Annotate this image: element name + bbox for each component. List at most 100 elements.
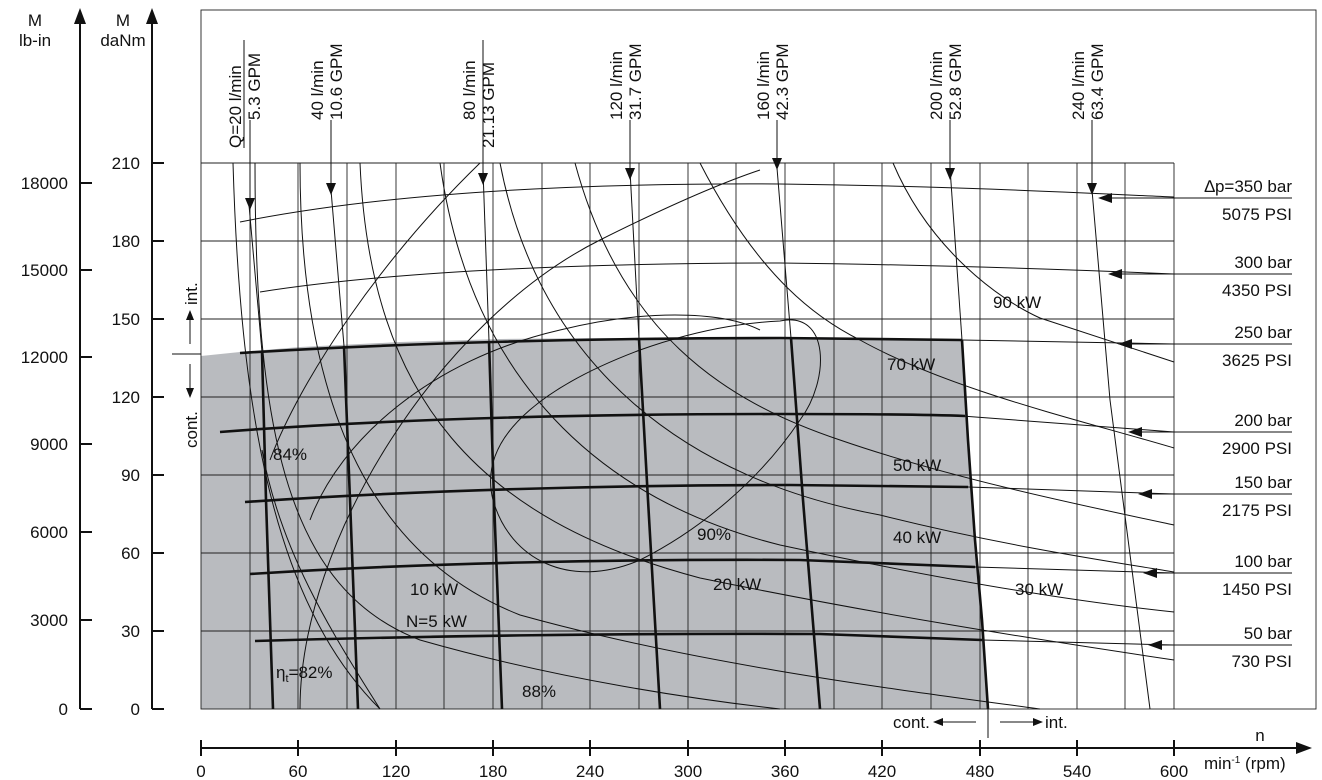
flow-gpm-label: 5.3 GPM	[245, 53, 264, 120]
rpm-axis-title: n	[1255, 726, 1264, 745]
lbin-tick-label: 6000	[30, 523, 68, 542]
pressure-curves-thin	[239, 183, 1175, 646]
pressure-200-ext	[961, 415, 1175, 433]
danm-title-m: M	[116, 11, 130, 30]
efficiency-84-lower	[261, 449, 381, 710]
power-label-30kw: 30 kW	[1015, 580, 1063, 599]
efficiency-82-curve	[232, 162, 381, 710]
rpm-tick-label: 300	[674, 762, 702, 780]
flow-gpm-label: 63.4 GPM	[1088, 43, 1107, 120]
efficiency-label-90: 90%	[697, 525, 731, 544]
rpm-tick-label: 540	[1063, 762, 1091, 780]
flow-lmin-label: 160 l/min	[754, 51, 773, 120]
power-label-5kw: N=5 kW	[406, 612, 467, 631]
rpm-axis-arrow	[1296, 742, 1312, 754]
flow-gpm-label: 10.6 GPM	[327, 43, 346, 120]
pressure-arrow	[1118, 339, 1132, 349]
efficiency-84-contour	[269, 162, 481, 461]
flow-160-bold	[789, 337, 822, 710]
flow-curves-bold	[260, 337, 990, 710]
flow-arrow	[326, 183, 336, 195]
flow-curves-thin	[248, 167, 1151, 710]
power-label-70kw: 70 kW	[887, 355, 935, 374]
cont-label-bottom: cont.	[893, 713, 930, 732]
pressure-psi-label: 730 PSI	[1232, 652, 1293, 671]
pressure-100-bold	[249, 558, 976, 576]
pressure-arrow	[1148, 640, 1162, 650]
pressure-bar-label: 300 bar	[1234, 253, 1292, 272]
pressure-arrow	[1108, 269, 1122, 279]
pressure-psi-label: 2900 PSI	[1222, 439, 1292, 458]
flow-80-bold	[487, 340, 504, 710]
int-cont-marker-bottom	[933, 709, 1043, 738]
efficiency-label-84: 84%	[273, 445, 307, 464]
int-label-bottom: int.	[1045, 713, 1068, 732]
pressure-psi-label: 1450 PSI	[1222, 580, 1292, 599]
danm-tick-label: 180	[112, 232, 140, 251]
lbin-axis-arrow	[74, 8, 86, 24]
power-curve-50kw	[574, 162, 1175, 526]
power-label-10kw: 10 kW	[410, 580, 458, 599]
pressure-psi-label: 5075 PSI	[1222, 205, 1292, 224]
flow-label-group: Q=20 l/min 5.3 GPM 40 l/min 10.6 GPM 80 …	[226, 40, 1107, 210]
pressure-arrow	[1098, 193, 1112, 203]
pressure-psi-label: 2175 PSI	[1222, 501, 1292, 520]
flow-lmin-label: 120 l/min	[607, 51, 626, 120]
pressure-arrow	[1143, 568, 1157, 578]
flow-20-bold	[260, 351, 275, 710]
danm-axis-arrow	[146, 8, 158, 24]
danm-tick-label: 210	[112, 154, 140, 173]
lbin-tick-label: 18000	[21, 174, 68, 193]
flow-200-thin	[949, 167, 963, 341]
power-label-90kw: 90 kW	[993, 293, 1041, 312]
pressure-50-bold	[254, 632, 983, 643]
pressure-300-curve	[259, 262, 1175, 293]
rpm-axis-unit: min-1 (rpm)	[1204, 754, 1286, 773]
efficiency-label-group: 84% 90% 88% ηt=82%	[273, 445, 731, 701]
flow-lmin-label: Q=20 l/min	[226, 65, 245, 148]
int-label-left: int.	[182, 282, 201, 305]
rpm-tick-label: 600	[1160, 762, 1188, 780]
power-curve-90kw	[892, 162, 1175, 363]
lbin-tick-label: 0	[59, 700, 68, 719]
power-curve-5kw	[254, 162, 781, 710]
power-label-20kw: 20 kW	[713, 575, 761, 594]
flow-160-thin	[776, 167, 792, 339]
left-axes	[74, 8, 164, 710]
flow-gpm-label: 52.8 GPM	[946, 43, 965, 120]
pressure-arrow	[1128, 427, 1142, 437]
pressure-200-bold	[219, 412, 966, 434]
flow-lmin-label: 240 l/min	[1069, 51, 1088, 120]
flow-gpm-label: 31.7 GPM	[626, 43, 645, 120]
flow-arrow	[245, 198, 255, 210]
lbin-tick-label: 9000	[30, 435, 68, 454]
danm-tick-label: 60	[121, 544, 140, 563]
rpm-tick-label: 240	[576, 762, 604, 780]
pressure-250-bold	[239, 336, 963, 355]
pressure-100-ext	[974, 566, 1175, 574]
flow-lmin-label: 80 l/min	[460, 60, 479, 120]
pressure-bar-label: 200 bar	[1234, 411, 1292, 430]
power-label-50kw: 50 kW	[893, 456, 941, 475]
power-curve-30kw	[439, 162, 1175, 613]
flow-80-thin	[482, 169, 490, 342]
flow-arrow	[478, 173, 488, 185]
danm-tick-label: 30	[121, 622, 140, 641]
power-curves	[232, 162, 1175, 710]
flow-lmin-label: 40 l/min	[308, 60, 327, 120]
power-curve-20kw	[359, 162, 1175, 661]
lbin-title-unit: lb-in	[19, 31, 51, 50]
power-label-group: 90 kW 70 kW 50 kW 40 kW 30 kW 20 kW 10 k…	[406, 293, 1063, 631]
power-curve-40kw	[499, 162, 1175, 573]
danm-tick-label: 120	[112, 388, 140, 407]
flow-arrow	[1087, 183, 1097, 195]
flow-20-thin	[248, 204, 263, 353]
efficiency-84-loop	[299, 169, 761, 710]
efficiency-label-88: 88%	[522, 682, 556, 701]
flow-lmin-label: 200 l/min	[927, 51, 946, 120]
power-curve-70kw	[699, 162, 1175, 449]
plot-frame	[200, 9, 1317, 710]
flow-gpm-label: 21.13 GPM	[479, 62, 498, 148]
danm-title-unit: daNm	[100, 31, 145, 50]
